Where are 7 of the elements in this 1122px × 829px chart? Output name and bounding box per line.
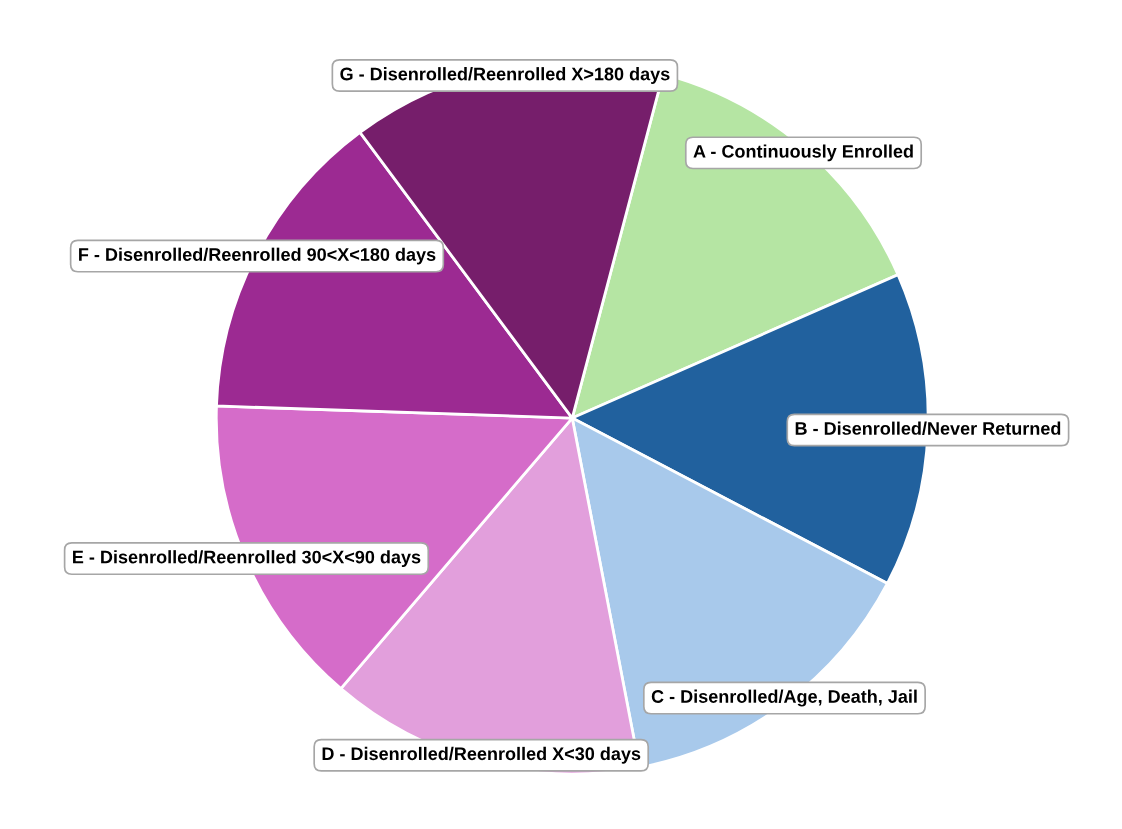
slice-label: A - Continuously Enrolled — [693, 144, 913, 162]
slice-label: E - Disenrolled/Reenrolled 30<X<90 days — [73, 550, 421, 567]
slice-label: G - Disenrolled/Reenrolled X>180 days — [340, 67, 670, 84]
slice-label: B - Disenrolled/Never Returned — [795, 421, 1061, 436]
slice-label: F - Disenrolled/Reenrolled 90<X<180 days — [79, 247, 436, 265]
slice-label: C - Disenrolled/Age, Death, Jail — [651, 689, 917, 707]
slice-label: D - Disenrolled/Reenrolled X<30 days — [322, 746, 641, 764]
